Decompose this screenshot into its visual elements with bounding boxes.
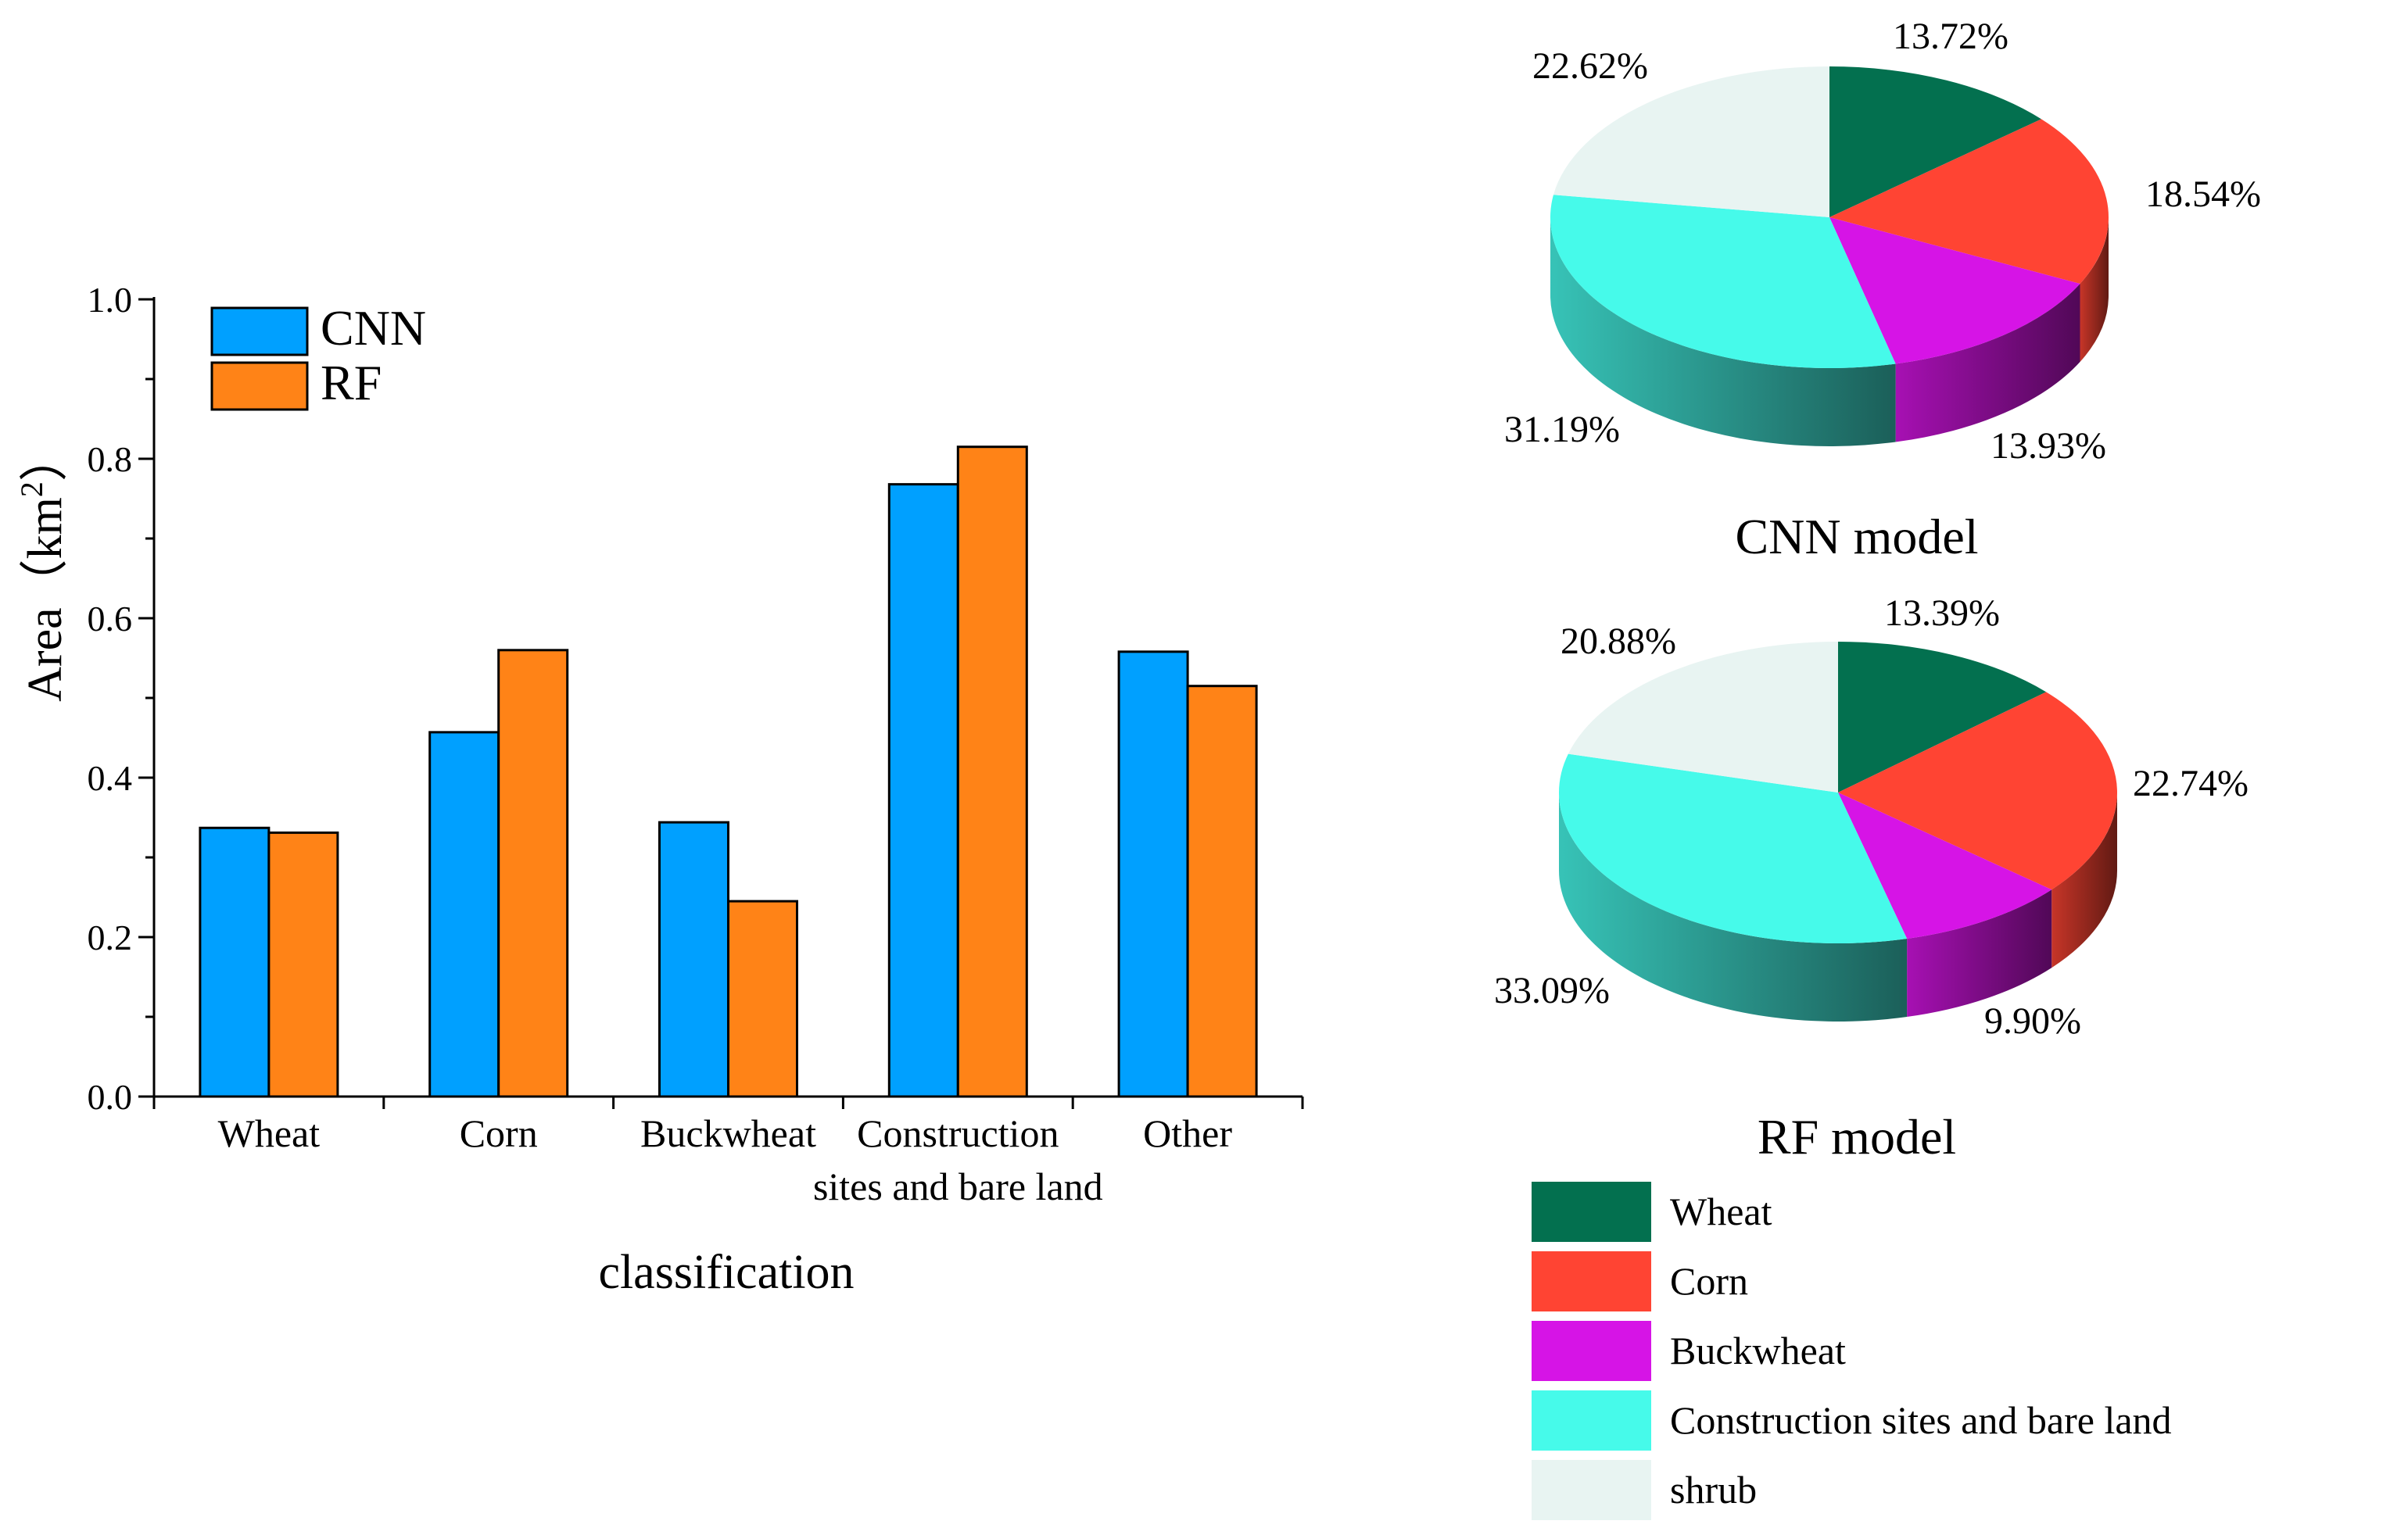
x-tick-label: Buckwheat [640, 1111, 816, 1155]
bar-cnn-2 [428, 731, 500, 1098]
pie-legend-swatch [1532, 1251, 1651, 1311]
pie-side-2 [2051, 793, 2117, 968]
y-axis-title: Area（km2） [14, 433, 72, 702]
pie-side-4 [1559, 793, 1908, 1022]
bar-cnn-4 [887, 483, 959, 1098]
pie-side-4 [1550, 217, 1896, 446]
pie-legend-label: Construction sites and bare land [1670, 1398, 2172, 1442]
pie-value-label: 20.88% [1561, 621, 1676, 662]
y-tick-label: 0.2 [88, 918, 133, 957]
pie-side-3 [1895, 284, 2080, 442]
bar-cnn-5 [1117, 650, 1189, 1098]
pie-value-label: 9.90% [1984, 1000, 2081, 1042]
pie-value-label: 22.62% [1532, 45, 1648, 87]
bars [199, 445, 1258, 1098]
pie-legend-swatch [1532, 1460, 1651, 1520]
bar-chart: Wheat Corn Buckwheat Construction sites and … [14, 280, 1304, 1299]
legend-swatch-cnn [210, 306, 309, 356]
pie-chart-rf: 13.39% 22.74% 9.90% 33.09% 20.88% [1494, 592, 2249, 1042]
legend-label-cnn: CNN [321, 300, 426, 356]
x-tick-label: Corn [460, 1111, 538, 1155]
pie-slice-5 [1553, 66, 1829, 217]
pie-legend-swatch [1532, 1390, 1651, 1451]
pie-side-2 [2080, 217, 2109, 363]
legend-label-rf: RF [321, 355, 382, 410]
pie-title-rf: RF model [1758, 1109, 1956, 1165]
pie-slice-1 [1829, 66, 2042, 217]
bar-rf-5 [1186, 685, 1258, 1098]
pie-slice-1 [1838, 642, 2047, 793]
pie-slice-5 [1568, 642, 1838, 793]
pie-slice-3 [1829, 217, 2080, 364]
pie-legend: Wheat Corn Buckwheat Construction sites and… [1532, 1182, 2172, 1520]
legend-swatch-rf [210, 361, 309, 411]
pie-value-label: 18.54% [2145, 174, 2261, 215]
bar-cnn-3 [658, 821, 729, 1098]
pie-legend-swatch [1532, 1321, 1651, 1381]
pie-slice-2 [1829, 119, 2109, 284]
pie-side-3 [1907, 889, 2052, 1018]
y-tick-label: 1.0 [88, 280, 133, 320]
bar-cnn-1 [199, 826, 271, 1098]
pie-legend-label: shrub [1670, 1468, 1757, 1512]
pie-value-label: 13.39% [1884, 592, 2000, 634]
pie-slice-4 [1550, 195, 1896, 368]
pie-value-label: 22.74% [2133, 763, 2249, 804]
pie-slice-3 [1838, 793, 2052, 939]
x-tick-label: Wheat [218, 1111, 321, 1155]
bar-axes: Wheat Corn Buckwheat Construction sites and … [88, 280, 1304, 1208]
y-tick-label: 0.8 [88, 439, 133, 479]
pie-value-label: 13.72% [1893, 16, 2008, 57]
pie-chart-cnn: 13.72% 18.54% 13.93% 31.19% 22.62% [1504, 16, 2261, 467]
x-tick-label: Construction [857, 1111, 1059, 1155]
pie-legend-label: Corn [1670, 1259, 1748, 1303]
pie-legend-swatch [1532, 1182, 1651, 1242]
pie-legend-label: Wheat [1670, 1190, 1772, 1233]
x-axis-title: classification [598, 1246, 854, 1299]
bar-rf-4 [956, 445, 1028, 1098]
pie-slice-4 [1559, 753, 1908, 943]
pie-slice-2 [1838, 692, 2117, 890]
pie-value-label: 31.19% [1504, 409, 1620, 450]
bar-rf-2 [497, 649, 569, 1098]
bar-rf-1 [267, 831, 339, 1098]
pie-legend-label: Buckwheat [1670, 1329, 1846, 1372]
y-tick-label: 0.6 [88, 599, 133, 639]
pie-value-label: 33.09% [1494, 970, 1610, 1011]
y-tick-label: 0.0 [88, 1077, 133, 1117]
x-tick-label: Other [1143, 1111, 1232, 1155]
pie-value-label: 13.93% [1991, 425, 2106, 467]
x-tick-label: sites and bare land [813, 1165, 1103, 1208]
y-tick-label: 0.4 [88, 758, 133, 798]
pie-title-cnn: CNN model [1735, 509, 1978, 564]
bar-rf-3 [727, 900, 798, 1098]
